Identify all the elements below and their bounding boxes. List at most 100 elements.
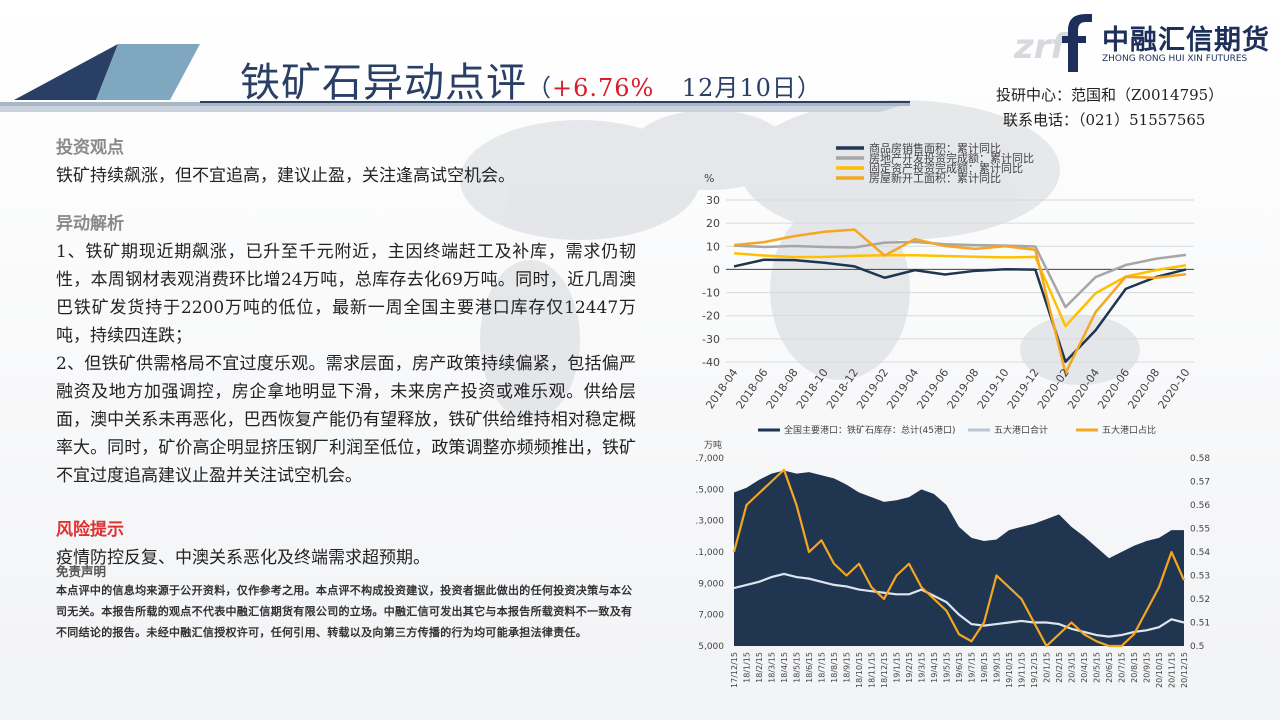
risk-text: 疫情防控反复、中澳关系恶化及终端需求超预期。 <box>56 548 430 568</box>
x-tick-label: 18/1/15 <box>743 652 752 683</box>
y-tick-label: 20 <box>706 217 720 230</box>
x-tick-label: 20/2/15 <box>1055 652 1064 683</box>
series-area-0 <box>734 470 1184 646</box>
series-line-2 <box>733 251 1187 328</box>
legend-label-0: 商品房销售面积：累计同比 <box>869 141 1001 155</box>
contact-phone: 联系电话：（021）51557565 <box>1003 111 1206 129</box>
y-tick-label: 30 <box>706 194 720 207</box>
x-tick-label: 19/2/15 <box>905 652 914 683</box>
x-tick-label: 18/6/15 <box>805 652 814 683</box>
disclaimer-heading: 免责声明 <box>56 564 107 579</box>
legend-label-3: 房屋新开工面积：累计同比 <box>869 171 1001 185</box>
logo-name-zh: 中融汇信期货 <box>1102 25 1270 56</box>
y2-tick-label: 0.52 <box>1190 595 1210 605</box>
logo-mark-icon: zrf <box>1013 14 1092 72</box>
x-tick-label: 18/9/15 <box>843 652 852 683</box>
world-map-background <box>460 100 1140 420</box>
analysis-paragraph-2: 2、但铁矿供需格局不宜过度乐观。需求层面，房产政策持续偏紧，包括偏严融资及地方加… <box>56 354 636 486</box>
x-tick-label: 19/1/15 <box>893 652 902 683</box>
chart-property-investment: 商品房销售面积：累计同比房地产开发投资完成额：累计同比固定资产投资完成额：累计同… <box>702 141 1194 411</box>
analysis-heading: 异动解析 <box>56 214 124 234</box>
y-axis-unit: % <box>704 172 714 185</box>
analysis-paragraph-1: 1、铁矿期现近期飙涨，已升至千元附近，主因终端赶工及补库，需求仍韧性，本周钢材表… <box>56 242 636 346</box>
y-tick-label: -10 <box>702 287 720 300</box>
risk-heading: 风险提示 <box>56 520 124 540</box>
y2-tick-label: 0.57 <box>1190 478 1210 488</box>
legend-label-0: 全国主要港口：铁矿石库存：总计(45港口) <box>784 424 955 436</box>
logo-name-en: ZHONG RONG HUI XIN FUTURES <box>1102 54 1248 64</box>
y2-tick-label: 0.58 <box>1190 454 1210 464</box>
x-tick-label: 20/1/15 <box>1043 652 1052 683</box>
x-tick-label: 20/12/15 <box>1180 652 1189 688</box>
x-tick-label: 20/4/15 <box>1080 652 1089 683</box>
contact-researcher: 投研中心：范国和（Z0014795） <box>996 86 1224 104</box>
y-tick-label: 10 <box>706 240 720 253</box>
x-tick-label: 19/7/15 <box>968 652 977 683</box>
series-line-0 <box>733 258 1187 364</box>
x-tick-label: 19/9/15 <box>993 652 1002 683</box>
y-tick-label: -20 <box>702 310 720 323</box>
x-tick-label: 20/9/15 <box>1143 652 1152 683</box>
y-tick-label: 15,000 <box>696 485 724 495</box>
y-tick-label: 9,000 <box>698 579 724 589</box>
x-tick-label: 17/12/15 <box>730 652 739 688</box>
x-tick-label: 20/5/15 <box>1093 652 1102 683</box>
x-tick-label: 19/11/15 <box>1018 652 1027 688</box>
title-percent: +6.76% <box>552 74 655 102</box>
y-tick-label: 17,000 <box>696 454 724 464</box>
y-tick-label: -30 <box>702 333 720 346</box>
header-decoration <box>0 44 910 112</box>
x-tick-label: 19/8/15 <box>980 652 989 683</box>
y2-tick-label: 0.53 <box>1190 572 1210 582</box>
x-tick-label: 19/12/15 <box>1030 652 1039 688</box>
title-date: 12月10日） <box>681 74 822 102</box>
y-tick-label: 5,000 <box>698 642 724 652</box>
x-tick-label: 19/3/15 <box>918 652 927 683</box>
x-tick-label: 20/8/15 <box>1130 652 1139 683</box>
y-tick-label: 7,000 <box>698 611 724 621</box>
x-tick-label: 18/10/15 <box>855 652 864 688</box>
x-tick-label: 19/4/15 <box>930 652 939 683</box>
page-title: 铁矿石异动点评（+6.76% 12月10日） <box>240 50 822 108</box>
x-tick-label: 19/6/15 <box>955 652 964 683</box>
y-tick-label: 0 <box>713 263 720 276</box>
view-text: 铁矿持续飙涨，但不宜追高，建议止盈，关注逢高试空机会。 <box>56 166 515 186</box>
x-tick-label: 20/7/15 <box>1118 652 1127 683</box>
y2-tick-label: 0.56 <box>1190 501 1210 511</box>
legend-label-2: 五大港口占比 <box>1102 424 1156 436</box>
x-tick-label: 18/12/15 <box>880 652 889 688</box>
x-tick-label: 18/5/15 <box>793 652 802 683</box>
y-axis-unit: 万吨 <box>704 439 722 451</box>
x-tick-label: 19/5/15 <box>943 652 952 683</box>
x-tick-label: 18/11/15 <box>868 652 877 688</box>
x-tick-label: 18/4/15 <box>780 652 789 683</box>
series-line-3 <box>733 228 1187 375</box>
y-tick-label: -40 <box>702 356 720 369</box>
view-heading: 投资观点 <box>56 138 124 158</box>
x-tick-label: 18/7/15 <box>818 652 827 683</box>
x-tick-label: 20/3/15 <box>1068 652 1077 683</box>
x-tick-label: 20/11/15 <box>1168 652 1177 688</box>
series-line-2 <box>732 468 1186 648</box>
x-tick-label: 19/10/15 <box>1005 652 1014 688</box>
report-body: 投资观点 铁矿持续飙涨，但不宜追高，建议止盈，关注逢高试空机会。 异动解析 1、… <box>56 134 636 643</box>
legend-label-2: 固定资产投资完成额：累计同比 <box>869 161 1023 175</box>
x-tick-label: 18/8/15 <box>830 652 839 683</box>
disclaimer-text: 本点评中的信息均来源于公开资料，仅作参考之用。本点评不构成投资建议，投资者据此做… <box>56 584 633 639</box>
logo-mark-text: zrf <box>1013 27 1070 67</box>
legend-label-1: 五大港口合计 <box>994 424 1048 436</box>
y-tick-label: 11,000 <box>696 548 724 558</box>
company-logo: zrf 中融汇信期货 ZHONG RONG HUI XIN FUTURES <box>1010 8 1270 74</box>
y-tick-label: 13,000 <box>696 517 724 527</box>
y2-tick-label: 0.54 <box>1190 548 1210 558</box>
series-line-1 <box>733 572 1185 638</box>
x-tick-label: 20/10/15 <box>1155 652 1164 688</box>
x-tick-label: 18/3/15 <box>768 652 777 683</box>
y2-tick-label: 0.51 <box>1190 619 1210 629</box>
legend-label-1: 房地产开发投资完成额：累计同比 <box>869 151 1034 165</box>
title-main: 铁矿石异动点评 <box>240 60 527 106</box>
x-tick-label: 20/6/15 <box>1105 652 1114 683</box>
title-paren: （ <box>527 74 552 102</box>
series-line-1 <box>733 240 1187 309</box>
